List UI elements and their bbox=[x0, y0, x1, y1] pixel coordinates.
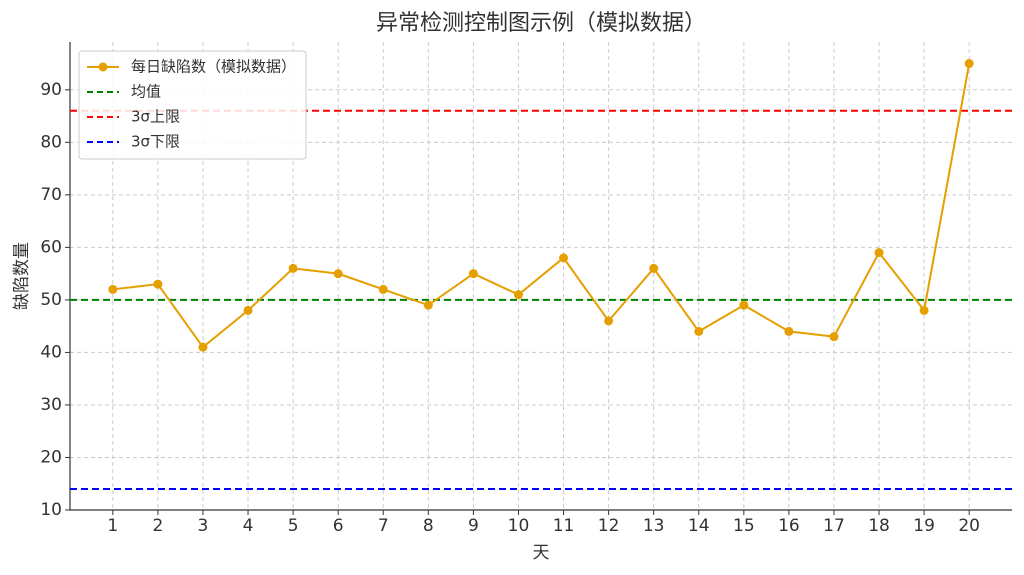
x-tick-label: 18 bbox=[868, 516, 890, 536]
data-point bbox=[919, 305, 929, 315]
data-point bbox=[649, 263, 659, 273]
x-tick-label: 16 bbox=[778, 516, 800, 536]
data-point bbox=[604, 316, 614, 326]
data-point bbox=[694, 326, 704, 336]
x-tick-label: 13 bbox=[643, 516, 665, 536]
x-tick-label: 10 bbox=[508, 516, 530, 536]
y-tick-label: 40 bbox=[40, 342, 62, 362]
data-point bbox=[378, 284, 388, 294]
x-tick-label: 11 bbox=[553, 516, 575, 536]
legend-label: 均值 bbox=[131, 83, 161, 101]
y-tick-label: 80 bbox=[40, 132, 62, 152]
legend-label: 3σ下限 bbox=[131, 133, 180, 151]
legend-label: 3σ上限 bbox=[131, 108, 180, 126]
y-tick-label: 90 bbox=[40, 80, 62, 100]
y-tick-label: 10 bbox=[40, 500, 62, 520]
data-point bbox=[423, 300, 433, 310]
data-point bbox=[513, 290, 523, 300]
data-point bbox=[333, 269, 343, 279]
y-tick-label: 70 bbox=[40, 185, 62, 205]
x-tick-label: 19 bbox=[913, 516, 935, 536]
data-point bbox=[559, 253, 569, 263]
x-tick-label: 6 bbox=[333, 516, 344, 536]
x-tick-label: 2 bbox=[152, 516, 163, 536]
x-tick-label: 9 bbox=[468, 516, 479, 536]
data-point bbox=[198, 342, 208, 352]
legend-label: 每日缺陷数（模拟数据） bbox=[131, 58, 296, 76]
legend-box bbox=[78, 50, 307, 160]
series-line bbox=[112, 63, 971, 349]
x-axis-label: 天 bbox=[533, 543, 550, 563]
x-tick-label: 8 bbox=[423, 516, 434, 536]
chart-title: 异常检测控制图示例（模拟数据） bbox=[376, 11, 706, 36]
data-point bbox=[468, 269, 478, 279]
x-tick-label: 3 bbox=[198, 516, 209, 536]
legend: 每日缺陷数（模拟数据） 均值 3σ上限 3σ下限 bbox=[78, 50, 307, 160]
data-point bbox=[288, 263, 298, 273]
legend-marker bbox=[98, 62, 108, 72]
x-tick-label: 17 bbox=[823, 516, 845, 536]
data-point bbox=[739, 300, 749, 310]
data-point bbox=[829, 332, 839, 342]
data-point bbox=[964, 59, 974, 69]
x-tick-label: 20 bbox=[958, 516, 980, 536]
data-point bbox=[153, 279, 163, 289]
x-tick-label: 1 bbox=[107, 516, 118, 536]
axis-frame bbox=[69, 42, 1012, 511]
y-tick-label: 20 bbox=[40, 447, 62, 467]
y-tick-label: 60 bbox=[40, 237, 62, 257]
y-tick-label: 50 bbox=[40, 290, 62, 310]
y-axis-label: 缺陷数量 bbox=[12, 242, 32, 310]
y-tick-label: 30 bbox=[40, 395, 62, 415]
x-tick-label: 12 bbox=[598, 516, 620, 536]
data-point bbox=[784, 326, 794, 336]
data-point bbox=[243, 305, 253, 315]
x-tick-label: 5 bbox=[288, 516, 299, 536]
x-tick-label: 7 bbox=[378, 516, 389, 536]
x-tick-label: 15 bbox=[733, 516, 755, 536]
x-tick-label: 14 bbox=[688, 516, 710, 536]
data-point bbox=[874, 248, 884, 258]
x-tick-label: 4 bbox=[243, 516, 254, 536]
data-point bbox=[108, 284, 118, 294]
